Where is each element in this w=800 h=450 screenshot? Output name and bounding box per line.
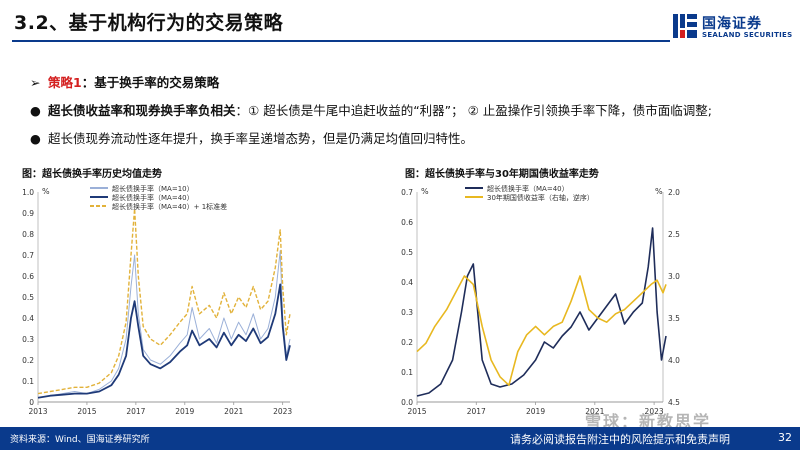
y-tick-label: 0.2 [401, 338, 413, 347]
y-tick-label: 0.0 [401, 398, 413, 407]
y-tick-label: 0.3 [22, 335, 34, 344]
legend-label-2: 超长债换手率（MA=40） [112, 193, 194, 202]
y-tick-label: 0.6 [22, 272, 34, 281]
right-chart-title: 图：超长债换手率与30年期国债收益率走势 [405, 169, 599, 180]
series-line-2 [37, 283, 291, 399]
y-tick-label: 0.2 [22, 356, 34, 365]
bullet-strategy-text: ：基于换手率的交易策略 [81, 75, 220, 90]
bullet-liquidity-text: 超长债现券流动性逐年提升，换手率呈递增态势，但是仍满足均值回归特性。 [48, 131, 474, 146]
legend-label-1: 超长债换手率（MA=10） [112, 184, 194, 193]
unit-label: % [42, 187, 50, 196]
y-tick-label: 0 [29, 398, 34, 407]
dot-bullet-icon: ● [30, 131, 41, 146]
y-tick-label: 0.9 [22, 209, 34, 218]
y-tick-label: 0.4 [22, 314, 34, 323]
y-tick-label: 0.7 [401, 188, 413, 197]
legend-label-2: 30年期国债收益率（右轴，逆序） [487, 193, 594, 202]
footer-bar: 资料来源：Wind、国海证券研究所 请务必阅读报告附注中的风险提示和免责声明 3… [0, 427, 800, 450]
x-tick-label: 2017 [126, 407, 145, 416]
left-chart: 0 0.1 0.2 0.3 0.4 0.5 0.6 0.7 0.8 0.9 1.0 2013 2015 2… [22, 184, 292, 416]
x-tick-label: 2021 [224, 407, 243, 416]
y-tick-label: 0.5 [401, 248, 413, 257]
left-chart-title: 图：超长债换手率历史均值走势 [22, 169, 162, 180]
y-tick-label: 0.1 [401, 368, 413, 377]
dot-bullet-icon: ● [30, 103, 41, 118]
right-chart: 0.0 0.1 0.2 0.3 0.4 0.5 0.6 0.7 2.0 2.5 3.0 3.5 4.0 4… [401, 184, 680, 416]
x-tick-label: 2019 [175, 407, 194, 416]
y-tick-label: 0.6 [401, 218, 413, 227]
logo-subtext: SEALAND SECURITIES [702, 31, 793, 39]
y2-tick-label: 3.0 [668, 272, 680, 281]
watermark: 雪球：新教思学 [585, 412, 712, 431]
y-tick-label: 1.0 [22, 188, 34, 197]
page-title: 3.2、基于机构行为的交易策略 [14, 12, 284, 34]
y-tick-label: 0.3 [401, 308, 413, 317]
x-tick-label: 2021 [585, 407, 604, 416]
y2-tick-label: 4.5 [668, 398, 680, 407]
y-tick-label: 0.8 [22, 230, 34, 239]
bullet-negative-correlation: ● 超长债收益率和现券换手率负相关：① 超长债是牛尾中追赶收益的“利器”； ② 止… [30, 100, 712, 119]
x-tick-label: 2015 [407, 407, 426, 416]
bullet-strategy: ➢ 策略1：基于换手率的交易策略 [30, 72, 219, 91]
bullet-strategy-label: 策略1 [48, 75, 82, 90]
footer-disclaimer: 请务必阅读报告附注中的风险提示和免责声明 [510, 433, 730, 446]
logo-mark-icon [673, 14, 697, 38]
series-line-2 [416, 275, 667, 386]
y2-tick-label: 2.0 [668, 188, 680, 197]
legend-label-1: 超长债换手率（MA=40） [487, 184, 569, 193]
y2-tick-label: 3.5 [668, 314, 680, 323]
y-tick-label: 0.1 [22, 377, 34, 386]
y-tick-label: 0.5 [22, 293, 34, 302]
x-tick-label: 2023 [273, 407, 292, 416]
y-tick-label: 0.4 [401, 278, 413, 287]
x-tick-label: 2023 [645, 407, 664, 416]
y2-tick-label: 4.0 [668, 356, 680, 365]
footer-source: 资料来源：Wind、国海证券研究所 [10, 435, 150, 445]
series-line-3 [37, 208, 291, 395]
x-tick-label: 2015 [77, 407, 96, 416]
company-logo: 国海证券 SEALAND SECURITIES [672, 10, 794, 44]
logo-text: 国海证券 [702, 16, 762, 32]
series-line-1 [37, 250, 291, 399]
bullet-correlation-label: 超长债收益率和现券换手率负相关 [48, 103, 236, 118]
x-tick-label: 2013 [28, 407, 47, 416]
title-rule [12, 40, 670, 42]
unit-label-right: % [655, 187, 663, 196]
legend-label-3: 超长债换手率（MA=40）+ 1标准差 [112, 202, 227, 211]
bullet-correlation-text: ：① 超长债是牛尾中追赶收益的“利器”； ② 止盈操作引领换手率下降，债市面临调… [235, 103, 713, 118]
series-line-1 [416, 227, 667, 397]
arrow-bullet-icon: ➢ [30, 75, 41, 90]
page-number: 32 [778, 431, 792, 444]
x-tick-label: 2019 [526, 407, 545, 416]
x-tick-label: 2017 [467, 407, 486, 416]
y2-tick-label: 2.5 [668, 230, 680, 239]
bullet-liquidity: ● 超长债现券流动性逐年提升，换手率呈递增态势，但是仍满足均值回归特性。 [30, 128, 473, 147]
y-tick-label: 0.7 [22, 251, 34, 260]
unit-label: % [421, 187, 429, 196]
